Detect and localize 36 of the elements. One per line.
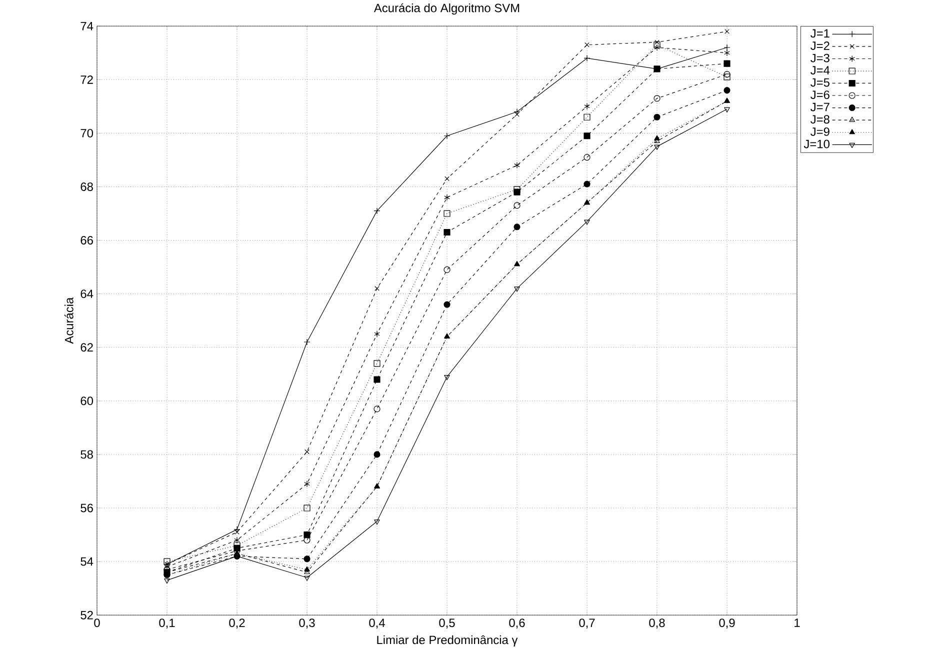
- y-tick-label: 54: [80, 557, 94, 566]
- y-tick-label: 58: [80, 450, 93, 459]
- y-tick-label: 56: [80, 504, 93, 512]
- y-tick-label: 72: [80, 75, 93, 84]
- legend-label: J=10: [804, 140, 830, 148]
- x-tick-label: 0,7: [579, 618, 595, 628]
- y-tick-label: 68: [80, 182, 93, 191]
- legend-label: J=3: [810, 54, 830, 62]
- legend-label: J=8: [810, 115, 830, 124]
- legend-label: J=6: [810, 90, 830, 99]
- y-tick-label: 60: [80, 396, 94, 406]
- legend-label: J=7: [810, 102, 830, 112]
- y-axis-title: Acurácia: [64, 297, 74, 344]
- legend-label: J=4: [810, 66, 830, 74]
- x-tick-label: 0,8: [649, 618, 665, 628]
- x-tick-label: 0,6: [509, 618, 525, 628]
- y-tick-label: 70: [80, 128, 94, 138]
- x-tick-label: 0,9: [719, 618, 735, 628]
- y-tick-label: 52: [80, 610, 93, 620]
- y-tick-label: 64: [80, 290, 94, 298]
- x-axis-title: Limiar de Predominância γ: [377, 635, 518, 646]
- legend-label: J=5: [810, 78, 830, 87]
- x-tick-label: 0: [94, 618, 100, 628]
- chart-title: Acurácia do Algoritmo SVM: [374, 3, 520, 15]
- x-tick-label: 0,4: [369, 618, 385, 628]
- legend-label: J=9: [810, 127, 830, 136]
- x-tick-label: 0,5: [439, 618, 455, 628]
- x-tick-label: 0,2: [229, 618, 245, 628]
- x-tick-label: 1: [794, 618, 800, 627]
- x-tick-label: 0,1: [159, 618, 175, 628]
- legend-label: J=2: [810, 41, 830, 50]
- x-tick-label: 0,3: [299, 618, 315, 628]
- y-tick-label: 66: [80, 236, 93, 244]
- y-tick-label: 74: [80, 22, 94, 30]
- y-tick-label: 62: [80, 343, 93, 352]
- legend-label: J=1: [810, 29, 830, 38]
